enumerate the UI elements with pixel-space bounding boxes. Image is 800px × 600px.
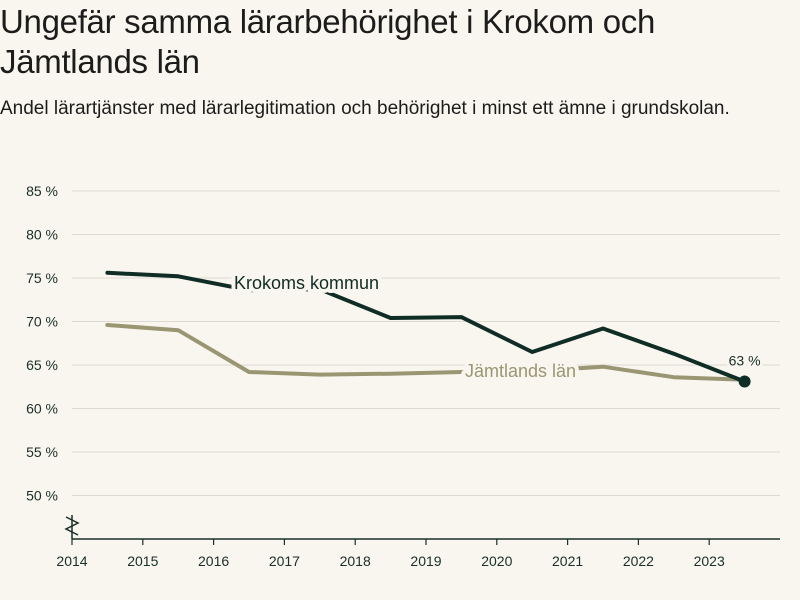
y-tick-label: 50 % (26, 488, 58, 504)
y-tick-label: 65 % (26, 357, 58, 373)
series-labels: Krokoms kommun Jämtlands län 63 % (230, 269, 764, 388)
series-label-jamtland: Jämtlands län (461, 357, 580, 385)
series-line-krokom (105, 270, 747, 384)
x-tick-label: 2018 (340, 553, 371, 569)
series-label-jamtland-text: Jämtlands län (465, 361, 576, 381)
series-lines (105, 270, 747, 384)
chart-subtitle: Andel lärartjänster med lärarlegitimatio… (0, 98, 730, 119)
y-tick-label: 75 % (26, 270, 58, 286)
x-tick-label: 2023 (694, 553, 725, 569)
chart-title: Ungefär samma lärarbehörighet i Krokom o… (0, 3, 656, 80)
end-point-marker (738, 375, 751, 388)
y-tick-label: 80 % (26, 227, 58, 243)
x-tick-label: 2021 (552, 553, 583, 569)
end-value-label: 63 % (729, 353, 761, 369)
x-tick-label: 2015 (127, 553, 158, 569)
x-tick-label: 2022 (623, 553, 654, 569)
series-label-krokom-text: Krokoms kommun (234, 273, 379, 293)
x-tick-label: 2020 (481, 553, 512, 569)
x-tick-label: 2019 (410, 553, 441, 569)
y-tick-label: 85 % (26, 183, 58, 199)
axis-break-icon (64, 516, 80, 536)
x-tick-label: 2017 (269, 553, 300, 569)
y-tick-label: 60 % (26, 401, 58, 417)
x-tick-label: 2014 (56, 553, 87, 569)
series-line-jamtland (105, 323, 747, 382)
y-tick-label: 55 % (26, 444, 58, 460)
gridlines (72, 190, 780, 496)
series-label-krokom: Krokoms kommun (230, 269, 383, 297)
x-axis: 2014 2015 2016 2017 2018 2019 2020 2021 2022 2023 (56, 515, 780, 569)
y-axis-ticks: 50 % 55 % 60 % 65 % 70 % 75 % 80 % 85 % (26, 183, 58, 504)
x-tick-label: 2016 (198, 553, 229, 569)
y-tick-label: 70 % (26, 314, 58, 330)
